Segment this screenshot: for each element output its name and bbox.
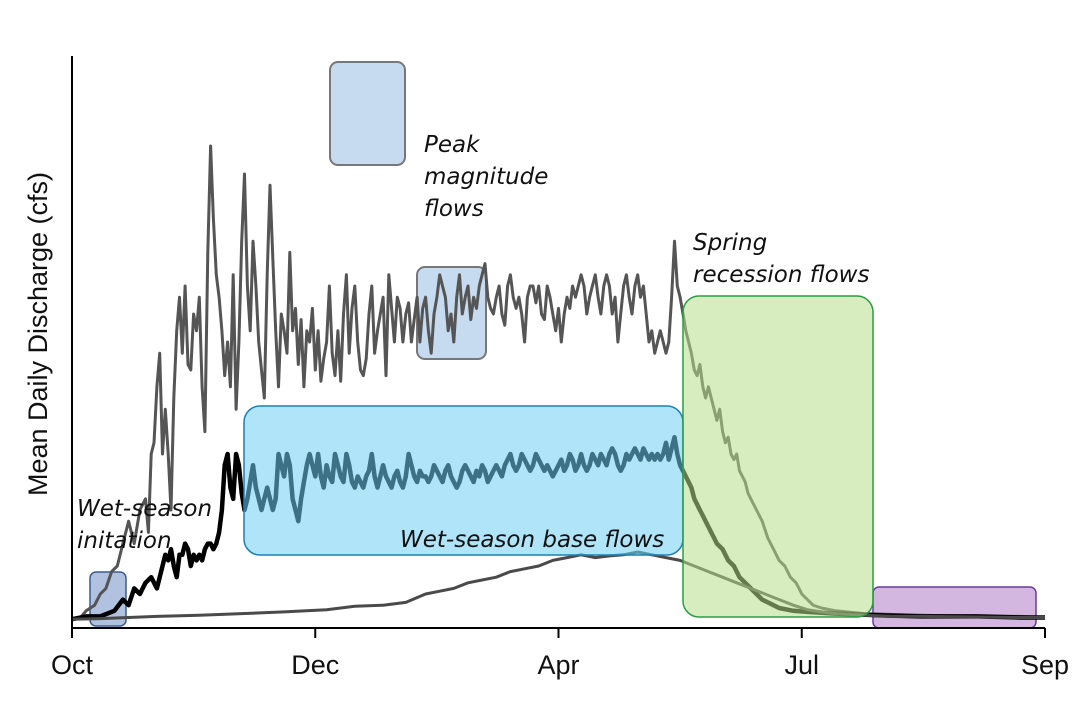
spring-recession-box (682, 295, 874, 618)
spring-label-line2: recession flows (693, 262, 869, 288)
y-axis-label: Mean Daily Discharge (cfs) (23, 172, 53, 496)
peak-label-line3: flows (424, 196, 484, 222)
wet-init-label-line2: initation (77, 528, 172, 554)
x-tick-label-sep: Sep (1021, 650, 1069, 680)
peak-label-line2: magnitude (424, 164, 548, 190)
x-tick-label-jul: Jul (784, 650, 819, 680)
summer-baseflow-box (872, 586, 1037, 629)
x-tick-label-dec: Dec (291, 650, 339, 680)
base-flows-label: Wet-season base flows (400, 527, 664, 553)
peak-magnitude-box-1 (329, 61, 406, 166)
wet-init-label-line1: Wet-season (77, 496, 212, 522)
x-tick-label-apr: Apr (537, 650, 579, 680)
tick-layer: Oct Dec Apr Jul Sep (51, 628, 1069, 680)
x-tick-label-oct: Oct (51, 650, 94, 680)
peak-label-line1: Peak (424, 132, 481, 158)
wet-season-initiation-box (89, 571, 127, 627)
spring-label-line1: Spring (693, 230, 767, 256)
